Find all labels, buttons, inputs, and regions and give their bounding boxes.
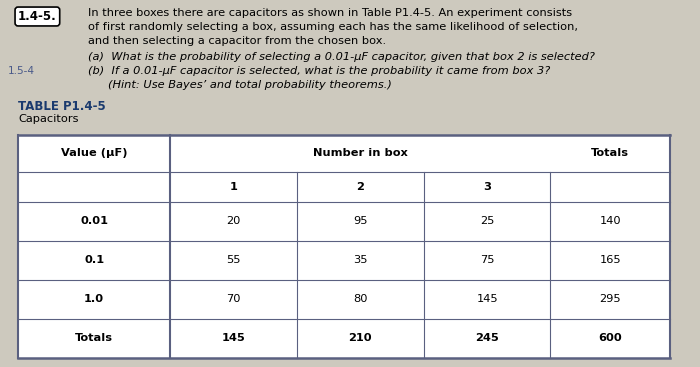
Text: Totals: Totals [75,334,113,344]
Text: 55: 55 [226,255,241,265]
Text: 3: 3 [483,182,491,192]
Text: 1.0: 1.0 [84,294,104,305]
Text: 245: 245 [475,334,499,344]
Text: Number in box: Number in box [313,148,407,159]
Text: 2: 2 [356,182,364,192]
Text: 210: 210 [349,334,372,344]
Text: 0.1: 0.1 [84,255,104,265]
Text: Totals: Totals [592,148,629,159]
Text: 145: 145 [222,334,246,344]
Text: and then selecting a capacitor from the chosen box.: and then selecting a capacitor from the … [88,36,386,46]
Text: 95: 95 [353,217,368,226]
Text: 295: 295 [599,294,621,305]
Text: 145: 145 [476,294,498,305]
Text: (Hint: Use Bayes’ and total probability theorems.): (Hint: Use Bayes’ and total probability … [108,80,392,90]
Text: TABLE P1.4-5: TABLE P1.4-5 [18,100,106,113]
Text: (a)  What is the probability of selecting a 0.01-μF capacitor, given that box 2 : (a) What is the probability of selecting… [88,52,595,62]
Text: 165: 165 [599,255,621,265]
Text: of first randomly selecting a box, assuming each has the same likelihood of sele: of first randomly selecting a box, assum… [88,22,578,32]
Text: In three boxes there are capacitors as shown in Table P1.4-5. An experiment cons: In three boxes there are capacitors as s… [88,8,572,18]
Bar [18,135,670,358]
Text: Capacitors: Capacitors [18,114,78,124]
Text: 80: 80 [353,294,368,305]
Text: 75: 75 [480,255,494,265]
Text: Value (μF): Value (μF) [61,148,127,159]
Text: 0.01: 0.01 [80,217,108,226]
Text: (b)  If a 0.01-μF capacitor is selected, what is the probability it came from bo: (b) If a 0.01-μF capacitor is selected, … [88,66,550,76]
Text: 1: 1 [230,182,237,192]
Text: 70: 70 [226,294,241,305]
Text: 20: 20 [226,217,241,226]
Text: 140: 140 [599,217,621,226]
Text: 1.5-4: 1.5-4 [8,66,35,76]
Text: 35: 35 [353,255,368,265]
Text: 600: 600 [598,334,622,344]
Text: 25: 25 [480,217,494,226]
Text: 1.4-5.: 1.4-5. [18,10,57,23]
